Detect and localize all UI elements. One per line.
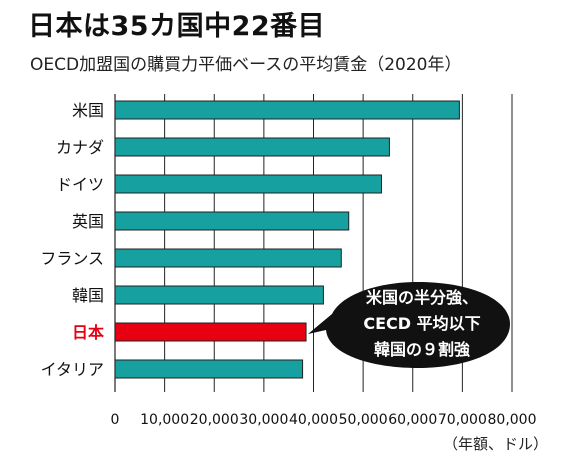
category-label: 米国 [72,101,104,120]
x-tick-label: 0 [111,412,120,428]
x-axis-unit-label: （年額、ドル） [443,435,549,453]
x-tick-label: 40,000 [289,412,338,428]
bar [114,211,350,231]
callout-line-3: 韓国の９割強 [373,340,470,359]
category-label: 韓国 [72,286,104,305]
bar [114,248,342,268]
x-tick-label: 30,000 [239,412,288,428]
callout-bubble [308,282,510,368]
callout-text: 米国の半分強、 CECD 平均以下 韓国の９割強 [344,285,500,363]
callout-line-2: CECD 平均以下 [363,314,481,333]
bar [114,100,460,120]
category-label: カナダ [56,138,104,157]
category-label: フランス [40,249,104,268]
x-tick-label: 80,000 [488,412,537,428]
chart-subtitle: OECD加盟国の購買力平価ベースの平均賃金（2020年） [30,55,462,75]
bar [114,137,390,157]
chart-title: 日本は35カ国中22番目 [28,11,326,42]
bar [114,174,382,194]
bar [114,359,304,379]
x-tick-label: 20,000 [190,412,239,428]
bar [114,322,307,342]
category-label: ドイツ [56,175,104,194]
category-label: 日本 [72,323,104,342]
bar [114,285,324,305]
category-label: 英国 [72,212,104,231]
x-tick-label: 70,000 [438,412,487,428]
x-tick-label: 60,000 [388,412,437,428]
x-tick-label: 10,000 [140,412,189,428]
x-tick-label: 50,000 [339,412,388,428]
category-label: イタリア [41,360,104,379]
callout-line-1: 米国の半分強、 [365,288,478,307]
